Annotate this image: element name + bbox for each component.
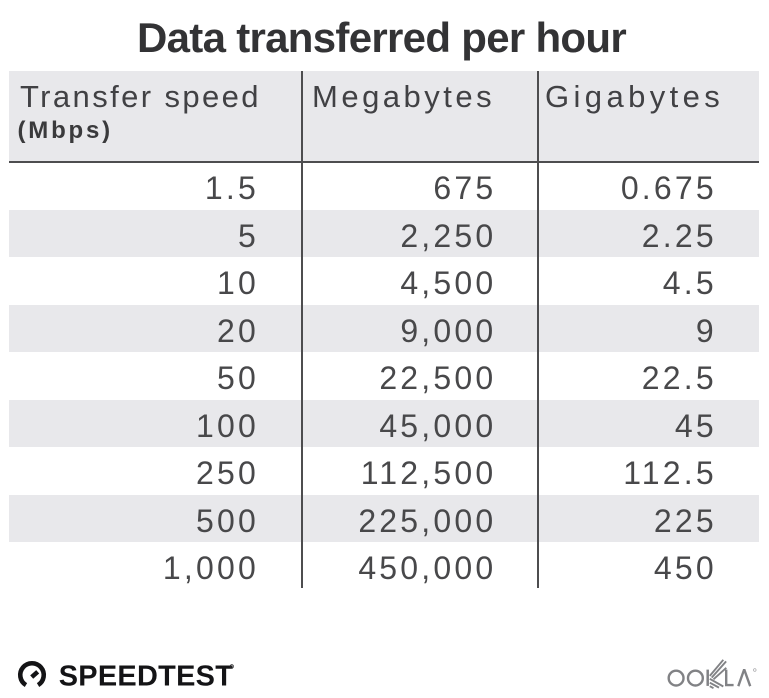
svg-text:SPEEDTEST: SPEEDTEST [59,661,234,693]
